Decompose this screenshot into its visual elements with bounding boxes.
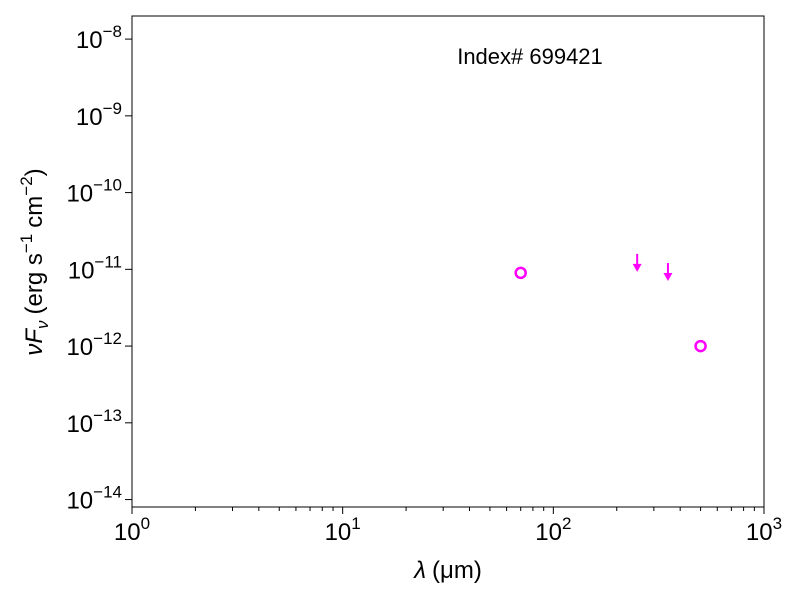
y-tick-label: 10−12 <box>66 329 122 361</box>
upper-limit-arrow-head <box>663 273 673 282</box>
y-tick-label: 10−11 <box>68 252 122 284</box>
y-axis-exp2: −2 <box>17 176 36 195</box>
y-tick-label: 10−13 <box>66 406 122 438</box>
y-axis-subscript: ν <box>33 320 52 329</box>
x-tick-label: 103 <box>746 514 782 546</box>
index-annotation: Index# 699421 <box>457 44 603 69</box>
y-tick-label: 10−8 <box>76 22 122 54</box>
open-circle-point <box>694 339 707 353</box>
y-axis-label: νFν (erg s−1 cm−2) <box>17 168 52 355</box>
upper-limit-arrow-head <box>632 263 642 272</box>
open-circle-point <box>514 266 527 280</box>
y-axis-close: ) <box>21 168 48 176</box>
x-axis-label: λ (μm) <box>412 557 482 584</box>
y-tick-label: 10−9 <box>76 99 122 131</box>
y-axis-unit: (erg s <box>21 253 48 314</box>
x-axis-symbol: λ <box>412 557 426 584</box>
data-marks <box>514 253 707 353</box>
x-tick-label: 100 <box>114 514 150 546</box>
plot-area-frame <box>131 15 765 508</box>
y-axis-exp1: −1 <box>17 234 36 253</box>
x-axis-ticks: 100 101 102 103 <box>114 507 782 546</box>
y-axis-unit2: cm <box>21 196 48 228</box>
y-axis-symbol: νF <box>21 328 48 356</box>
x-tick-label: 102 <box>535 514 571 546</box>
x-axis-unit: (μm) <box>432 557 482 584</box>
y-tick-label: 10−14 <box>66 483 122 515</box>
y-tick-label: 10−10 <box>66 176 122 208</box>
x-tick-label: 101 <box>325 514 361 546</box>
y-axis-ticks: 10−14 10−13 10−12 10−11 10−10 10−9 10−8 <box>66 22 132 515</box>
